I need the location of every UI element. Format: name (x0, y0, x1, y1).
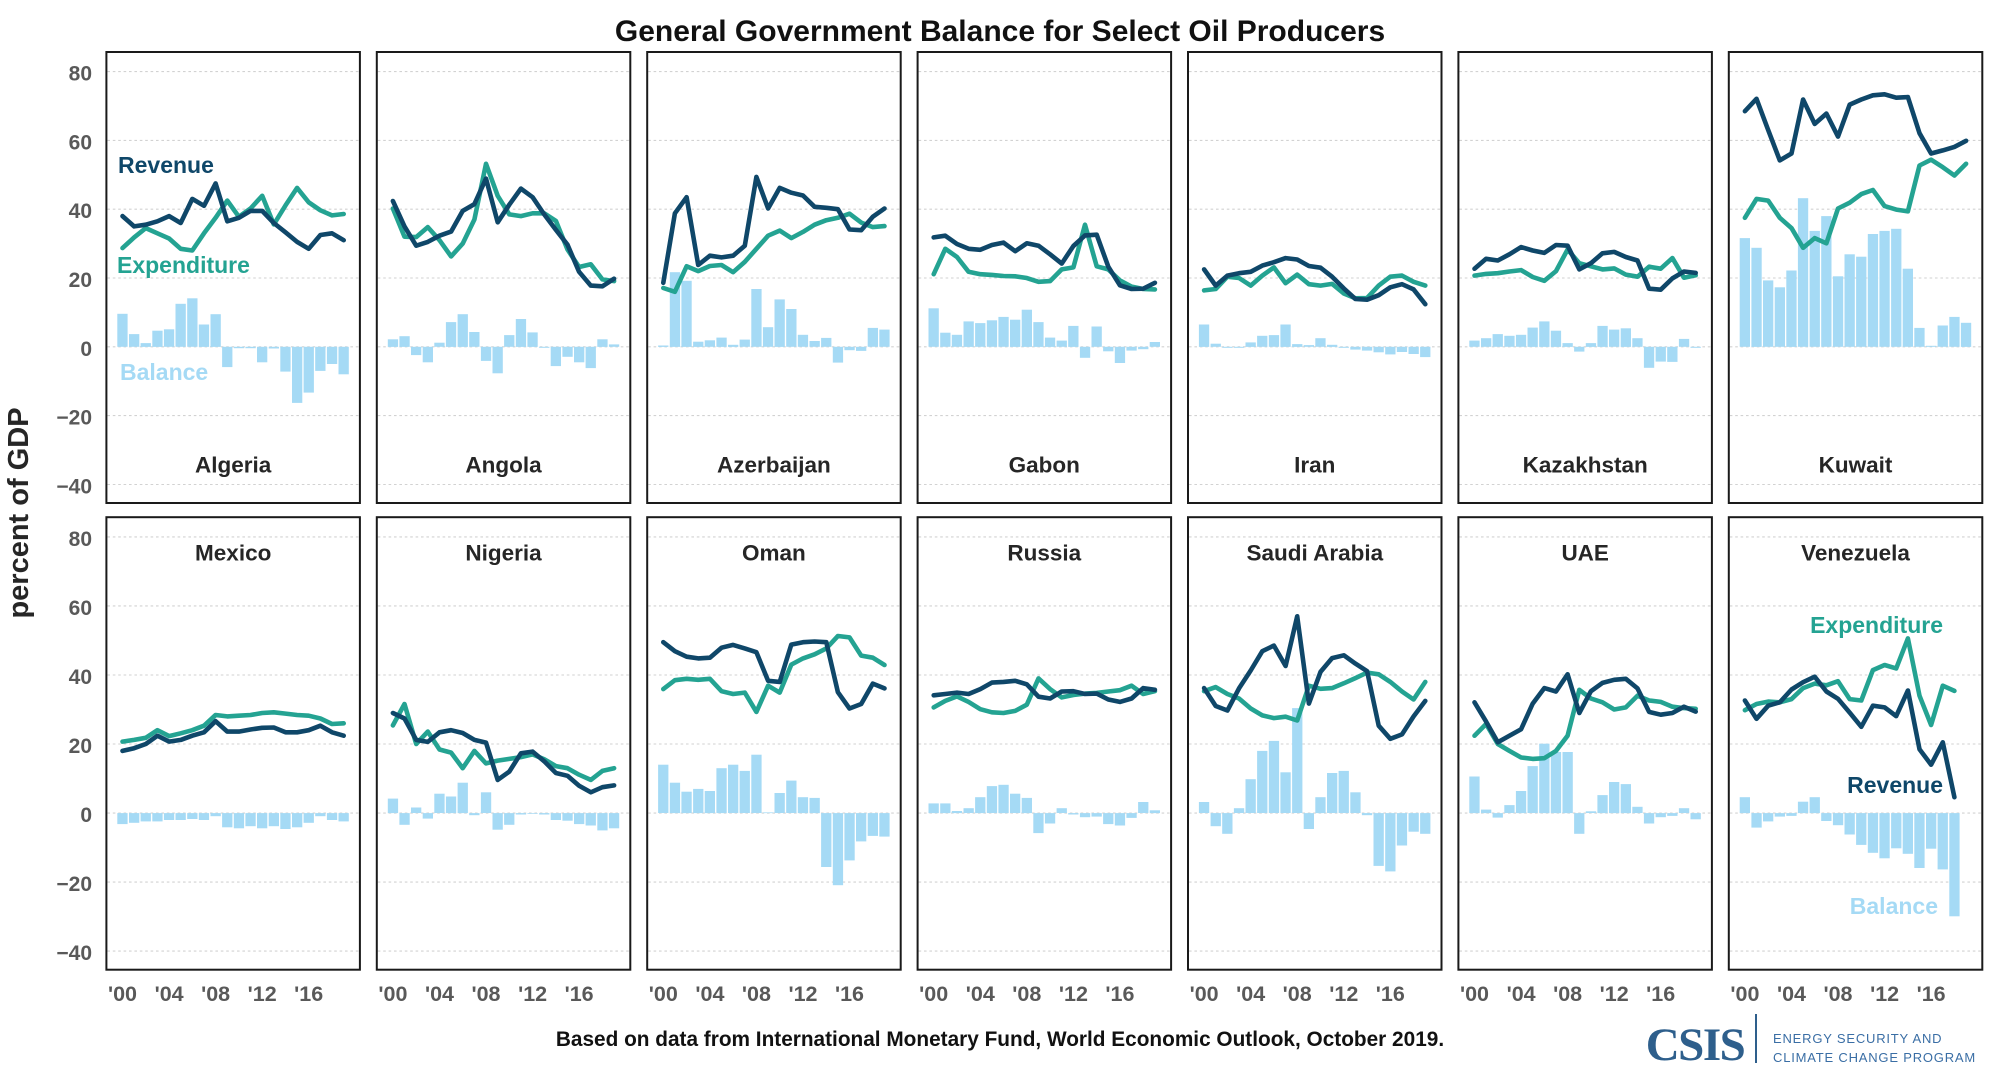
svg-text:'04: '04 (425, 982, 454, 1006)
svg-text:Gabon: Gabon (1009, 453, 1080, 478)
svg-text:ENERGY SECURITY AND: ENERGY SECURITY AND (1773, 1031, 1942, 1046)
svg-text:Oman: Oman (742, 541, 806, 566)
svg-text:'00: '00 (649, 982, 678, 1006)
svg-text:Based on data from Internation: Based on data from International Monetar… (556, 1028, 1444, 1051)
svg-text:Balance: Balance (120, 359, 208, 385)
svg-text:'00: '00 (1190, 982, 1219, 1006)
svg-text:Azerbaijan: Azerbaijan (717, 453, 831, 478)
svg-text:'08: '08 (1012, 982, 1041, 1006)
svg-text:Revenue: Revenue (1847, 772, 1943, 798)
svg-text:Mexico: Mexico (195, 541, 271, 566)
svg-text:'08: '08 (1283, 982, 1312, 1006)
svg-text:Kuwait: Kuwait (1819, 453, 1893, 478)
svg-text:'00: '00 (378, 982, 407, 1006)
svg-text:'08: '08 (742, 982, 771, 1006)
svg-text:'04: '04 (695, 982, 724, 1006)
svg-text:'12: '12 (1059, 982, 1088, 1006)
svg-text:'16: '16 (1917, 982, 1946, 1006)
svg-text:Algeria: Algeria (195, 453, 272, 478)
svg-text:60: 60 (69, 597, 92, 620)
svg-text:'08: '08 (471, 982, 500, 1006)
svg-text:40: 40 (69, 200, 92, 223)
svg-text:'16: '16 (565, 982, 594, 1006)
svg-text:0: 0 (80, 804, 92, 827)
svg-text:'08: '08 (1553, 982, 1582, 1006)
svg-text:'04: '04 (155, 982, 184, 1006)
svg-text:'16: '16 (294, 982, 323, 1006)
svg-text:Saudi Arabia: Saudi Arabia (1246, 541, 1383, 566)
svg-text:'12: '12 (248, 982, 277, 1006)
svg-text:40: 40 (69, 666, 92, 689)
svg-text:Expenditure: Expenditure (1810, 612, 1943, 638)
svg-text:Kazakhstan: Kazakhstan (1523, 453, 1648, 478)
svg-text:20: 20 (69, 269, 92, 292)
svg-text:'16: '16 (835, 982, 864, 1006)
svg-text:General Government Balance for: General Government Balance for Select Oi… (615, 15, 1385, 48)
svg-text:UAE: UAE (1561, 541, 1609, 566)
svg-text:percent of GDP: percent of GDP (3, 407, 35, 618)
svg-text:'04: '04 (1236, 982, 1265, 1006)
svg-text:'08: '08 (1823, 982, 1852, 1006)
svg-text:Balance: Balance (1850, 893, 1938, 919)
svg-text:CSIS: CSIS (1646, 1019, 1745, 1071)
svg-text:−40: −40 (56, 942, 92, 965)
svg-text:−20: −20 (56, 873, 92, 896)
svg-text:'16: '16 (1376, 982, 1405, 1006)
svg-text:'12: '12 (1870, 982, 1899, 1006)
svg-text:'12: '12 (1600, 982, 1629, 1006)
svg-text:Nigeria: Nigeria (465, 541, 542, 566)
svg-text:60: 60 (69, 131, 92, 154)
svg-text:'00: '00 (919, 982, 948, 1006)
svg-text:'04: '04 (966, 982, 995, 1006)
svg-text:80: 80 (69, 63, 92, 86)
svg-text:Russia: Russia (1007, 541, 1081, 566)
svg-text:'04: '04 (1777, 982, 1806, 1006)
svg-text:−20: −20 (56, 407, 92, 430)
svg-text:−40: −40 (56, 476, 92, 499)
svg-text:'04: '04 (1507, 982, 1536, 1006)
svg-text:'12: '12 (788, 982, 817, 1006)
svg-text:Iran: Iran (1294, 453, 1335, 478)
svg-text:'08: '08 (201, 982, 230, 1006)
svg-text:'00: '00 (1460, 982, 1489, 1006)
svg-text:Angola: Angola (465, 453, 542, 478)
svg-text:20: 20 (69, 735, 92, 758)
svg-text:0: 0 (80, 338, 92, 361)
svg-text:Revenue: Revenue (118, 152, 214, 178)
svg-text:'12: '12 (518, 982, 547, 1006)
svg-text:'00: '00 (1730, 982, 1759, 1006)
svg-text:'16: '16 (1646, 982, 1675, 1006)
svg-text:CLIMATE CHANGE PROGRAM: CLIMATE CHANGE PROGRAM (1773, 1050, 1976, 1065)
svg-text:'12: '12 (1329, 982, 1358, 1006)
svg-text:'00: '00 (108, 982, 137, 1006)
svg-text:Venezuela: Venezuela (1801, 541, 1910, 566)
svg-text:'16: '16 (1105, 982, 1134, 1006)
svg-text:80: 80 (69, 528, 92, 551)
svg-text:Expenditure: Expenditure (117, 252, 250, 278)
